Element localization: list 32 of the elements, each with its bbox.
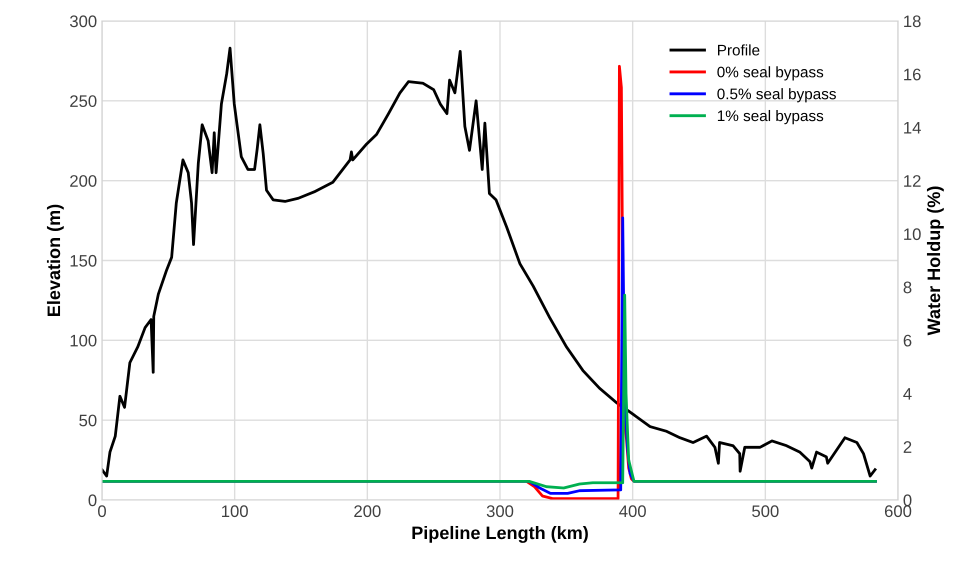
y-tick-label: 0 [88, 494, 96, 506]
legend-label: 0.5% seal bypass [717, 88, 836, 102]
y-tick-label: 100 [70, 334, 96, 347]
y2-axis-title: Water Holdup (%) [926, 186, 944, 336]
x-axis-title: Pipeline Length (km) [412, 526, 588, 543]
y2-tick-label: 8 [904, 282, 912, 294]
x-tick-label: 500 [752, 505, 779, 518]
legend-label: 1% seal bypass [718, 110, 824, 124]
legend-label: Profile [718, 44, 760, 56]
y-tick-label: 250 [70, 95, 96, 108]
y2-tick-label: 0 [904, 494, 912, 506]
x-tick-label: 0 [98, 505, 106, 518]
y2-tick-label: 16 [904, 68, 921, 80]
y-tick-label: 300 [70, 15, 96, 28]
x-tick-label: 300 [486, 505, 514, 518]
y2-tick-label: 12 [904, 175, 921, 187]
x-tick-label: 600 [884, 505, 912, 518]
y2-tick-label: 4 [903, 388, 912, 400]
y-tick-label: 200 [70, 175, 96, 187]
y-tick-label: 150 [70, 254, 96, 267]
y2-tick-label: 14 [904, 122, 921, 134]
y2-tick-label: 18 [904, 15, 921, 28]
legend-label: 0% seal bypass [717, 66, 824, 80]
line-series [102, 294, 877, 490]
y2-tick-label: 10 [904, 228, 921, 240]
x-tick-label: 400 [619, 505, 646, 518]
y-axis-title: Elevation (m) [46, 204, 64, 316]
x-tick-label: 200 [354, 505, 381, 518]
y2-tick-label: 2 [904, 441, 912, 453]
x-tick-label: 100 [222, 505, 248, 518]
y2-tick-label: 6 [904, 334, 912, 347]
y-tick-label: 50 [79, 414, 96, 426]
